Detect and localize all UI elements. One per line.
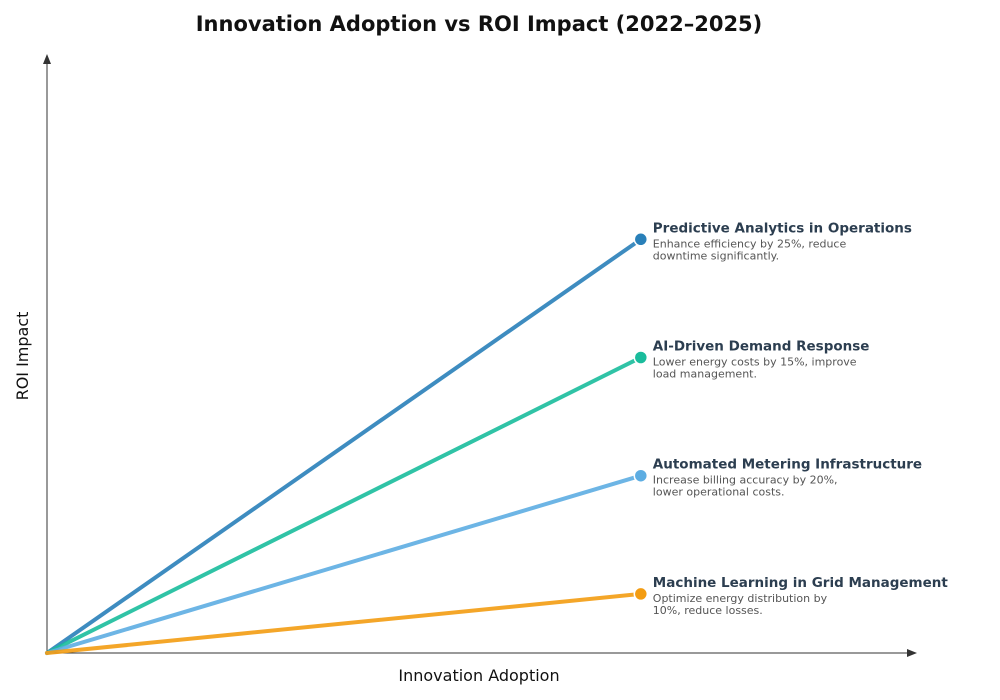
series-description-line: lower operational costs. [653,486,785,499]
series-end-point [633,468,649,483]
series-description-line: Lower energy costs by 15%, improve [653,356,857,369]
series-layer: Predictive Analytics in OperationsEnhanc… [45,220,949,655]
series-end-point [633,586,649,602]
chart-title: Innovation Adoption vs ROI Impact (2022–… [196,12,763,36]
series-line [45,237,643,655]
x-axis-label: Innovation Adoption [398,666,559,685]
y-axis-label: ROI Impact [13,312,32,401]
series-line [45,473,643,655]
series-description-line: Increase billing accuracy by 20%, [653,474,838,487]
series-description-line: Enhance efficiency by 25%, reduce [653,237,847,250]
series-0: Predictive Analytics in OperationsEnhanc… [45,220,912,655]
series-line [45,355,643,655]
series-description-line: load management. [653,368,757,381]
y-axis-arrow [43,54,51,64]
series-name-label: Predictive Analytics in Operations [653,220,912,236]
series-end-point [633,232,649,247]
series-name-label: Automated Metering Infrastructure [653,457,922,473]
series-description-line: downtime significantly. [653,249,779,262]
series-2: Automated Metering InfrastructureIncreas… [45,457,922,655]
series-name-label: AI-Driven Demand Response [653,339,870,355]
axes [43,54,917,657]
series-3: Machine Learning in Grid ManagementOptim… [45,575,949,655]
series-description-line: Optimize energy distribution by [653,592,828,605]
series-line [45,591,643,655]
series-end-point [633,350,649,365]
series-description-line: 10%, reduce losses. [653,604,763,617]
x-axis-arrow [907,649,917,657]
series-name-label: Machine Learning in Grid Management [653,575,949,591]
